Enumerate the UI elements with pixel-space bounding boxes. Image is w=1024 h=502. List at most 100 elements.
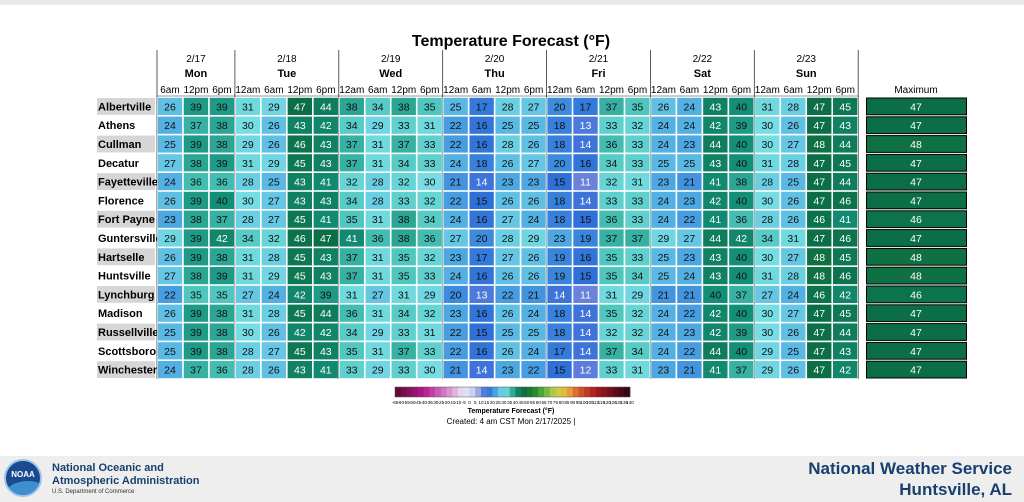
temperature-cell xyxy=(624,134,651,154)
legend-swatch xyxy=(417,387,424,397)
agency-name-line1: National Oceanic and xyxy=(52,462,164,474)
temperature-value: 22 xyxy=(684,346,696,358)
temperature-cell xyxy=(546,341,573,360)
maximum-cell xyxy=(866,191,967,210)
temperature-value: 46 xyxy=(813,214,825,226)
temperature-cell xyxy=(780,341,807,360)
temperature-value: 28 xyxy=(502,101,514,113)
temperature-cell xyxy=(261,172,287,191)
temperature-cell xyxy=(313,153,339,172)
temperature-cell xyxy=(416,153,443,172)
temperature-cell xyxy=(442,360,469,379)
temperature-cell xyxy=(157,228,183,248)
chart-title: Temperature Forecast (°F) xyxy=(412,33,610,50)
temperature-value: 26 xyxy=(658,101,670,113)
maximum-value: 46 xyxy=(910,289,922,301)
legend-swatch xyxy=(395,387,402,397)
temperature-value: 15 xyxy=(580,271,592,283)
city-label: Fort Payne xyxy=(98,214,155,226)
temperature-value: 28 xyxy=(502,139,514,151)
temperature-cell xyxy=(261,341,287,360)
temperature-value: 23 xyxy=(684,327,696,339)
maximum-value: 47 xyxy=(910,158,922,170)
temperature-value: 16 xyxy=(476,271,488,283)
time-label: 12am xyxy=(339,85,364,96)
temperature-value: 24 xyxy=(658,214,670,226)
temperature-value: 22 xyxy=(450,139,462,151)
temperature-value: 32 xyxy=(632,327,644,339)
temperature-cell xyxy=(313,97,339,116)
temperature-value: 28 xyxy=(787,101,799,113)
legend-swatch xyxy=(612,387,619,397)
temperature-cell xyxy=(702,360,729,379)
temperature-cell xyxy=(261,322,287,342)
temperature-cell xyxy=(780,303,807,323)
temperature-value: 42 xyxy=(710,308,722,320)
temperature-cell xyxy=(468,191,495,210)
temperature-value: 31 xyxy=(632,177,644,189)
temperature-value: 33 xyxy=(424,139,436,151)
temperature-cell xyxy=(520,360,547,379)
temperature-cell xyxy=(494,303,521,323)
temperature-value: 46 xyxy=(839,233,851,245)
temperature-value: 29 xyxy=(632,289,644,301)
temperature-cell xyxy=(728,153,755,172)
temperature-cell xyxy=(780,360,807,379)
temperature-value: 31 xyxy=(398,289,410,301)
temperature-cell xyxy=(598,303,625,323)
temperature-value: 40 xyxy=(735,308,747,320)
temperature-cell xyxy=(754,153,781,172)
legend-title: Temperature Forecast (°F) xyxy=(468,407,555,415)
temperature-cell xyxy=(261,228,287,248)
temperature-value: 37 xyxy=(346,252,358,264)
temperature-value: 23 xyxy=(164,214,176,226)
temperature-cell xyxy=(702,172,729,191)
time-label: 12am xyxy=(443,85,468,96)
temperature-cell xyxy=(546,303,573,323)
temperature-cell xyxy=(209,210,235,229)
temperature-cell xyxy=(442,191,469,210)
temperature-cell xyxy=(806,266,833,285)
temperature-value: 37 xyxy=(398,346,410,358)
legend-border xyxy=(394,386,631,398)
temperature-value: 30 xyxy=(424,177,436,189)
maximum-value: 48 xyxy=(910,252,922,264)
temperature-value: 25 xyxy=(502,120,514,132)
temperature-value: 28 xyxy=(242,177,254,189)
temperature-cell xyxy=(494,116,521,135)
temperature-value: 47 xyxy=(813,101,825,113)
temperature-cell xyxy=(806,134,833,154)
temperature-value: 27 xyxy=(528,158,540,170)
temperature-value: 41 xyxy=(320,177,332,189)
temperature-value: 18 xyxy=(554,195,566,207)
temperature-cell xyxy=(832,172,858,191)
temperature-value: 30 xyxy=(761,195,773,207)
temperature-value: 29 xyxy=(372,365,384,377)
temperature-cell xyxy=(313,247,339,266)
temperature-value: 29 xyxy=(268,271,280,283)
temperature-cell xyxy=(832,247,858,266)
temperature-value: 26 xyxy=(268,120,280,132)
temperature-value: 26 xyxy=(268,139,280,151)
temperature-value: 25 xyxy=(450,101,462,113)
temperature-cell xyxy=(261,285,287,304)
legend-tick-label: -45 xyxy=(415,400,422,405)
temperature-cell xyxy=(702,322,729,342)
legend-swatch xyxy=(544,387,551,397)
temperature-cell xyxy=(546,97,573,116)
temperature-cell xyxy=(780,247,807,266)
temperature-value: 29 xyxy=(528,233,540,245)
temperature-cell xyxy=(209,285,235,304)
temperature-cell xyxy=(494,134,521,154)
temperature-cell xyxy=(520,228,547,248)
temperature-value: 28 xyxy=(502,233,514,245)
temperature-value: 41 xyxy=(710,365,722,377)
temperature-cell xyxy=(287,153,313,172)
time-label: 6pm xyxy=(316,85,335,96)
temperature-cell xyxy=(209,228,235,248)
temperature-value: 26 xyxy=(528,195,540,207)
temperature-value: 39 xyxy=(190,101,202,113)
temperature-cell xyxy=(754,191,781,210)
temperature-cell xyxy=(598,97,625,116)
city-label-shade xyxy=(97,248,155,266)
